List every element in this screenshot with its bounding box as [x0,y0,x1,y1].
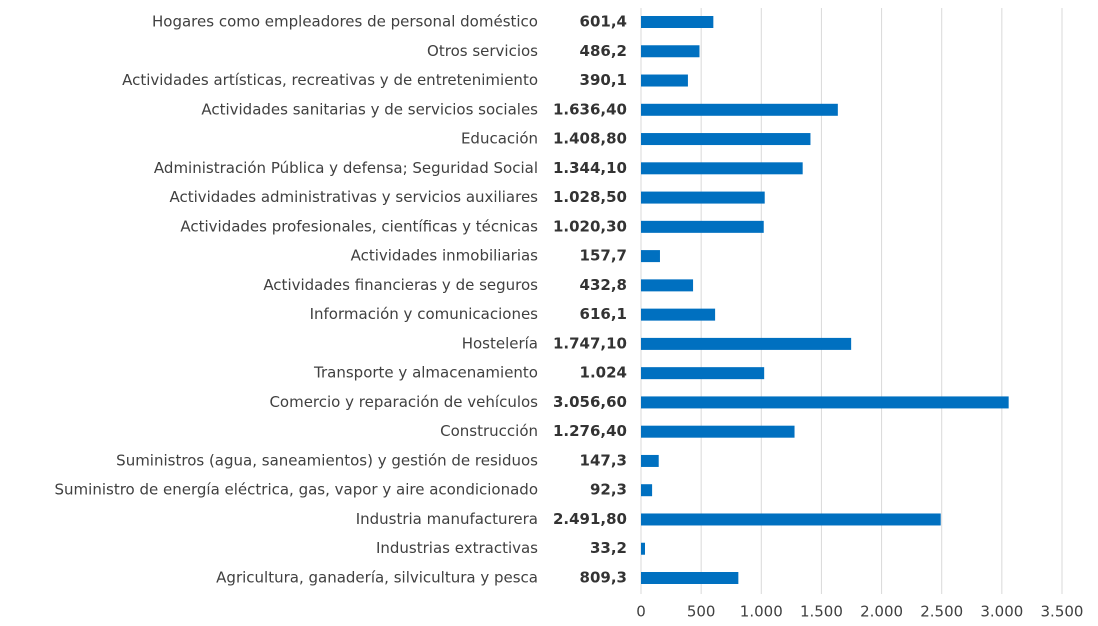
y-tick-label: Otros servicios [427,42,538,60]
x-tick-label: 2.500 [920,603,963,621]
data-label: 1.344,10 [553,159,627,177]
y-tick-label: Comercio y reparación de vehículos [269,393,538,411]
y-tick-label: Actividades artísticas, recreativas y de… [122,71,538,89]
y-tick-label: Suministro de energía eléctrica, gas, va… [55,481,538,499]
y-tick-label: Industria manufacturera [356,510,538,528]
bar [641,279,694,292]
bar [641,425,795,438]
y-tick-label: Actividades sanitarias y de servicios so… [201,100,538,118]
bar [641,337,852,350]
x-tick-label: 1.000 [740,603,783,621]
bar [641,74,688,87]
y-tick-label: Suministros (agua, saneamientos) y gesti… [116,451,538,469]
bar [641,250,660,263]
bar [641,308,716,321]
x-tick-label: 500 [687,603,716,621]
data-label: 33,2 [590,539,627,557]
data-label: 1.028,50 [553,188,627,206]
bar [641,162,803,175]
y-tick-label: Actividades inmobiliarias [351,247,539,265]
bar [641,133,811,146]
data-label: 3.056,60 [553,393,627,411]
bar [641,103,838,116]
y-tick-label: Hostelería [462,334,538,352]
bar [641,513,941,526]
y-tick-label: Actividades profesionales, científicas y… [180,217,538,235]
y-tick-label: Información y comunicaciones [310,305,539,323]
x-tick-label: 2.000 [860,603,903,621]
bar [641,572,739,584]
data-label: 147,3 [580,451,627,469]
data-label: 616,1 [580,305,627,323]
bar [641,484,653,497]
data-label: 432,8 [580,276,627,294]
data-label: 1.636,40 [553,100,627,118]
bar [641,396,1009,409]
y-tick-label: Construcción [440,422,538,440]
data-label: 157,7 [580,247,627,265]
x-tick-label: 3.000 [980,603,1023,621]
y-tick-label: Agricultura, ganadería, silvicultura y p… [216,569,538,587]
bar [641,45,700,58]
data-label: 1.408,80 [553,130,627,148]
data-label: 1.276,40 [553,422,627,440]
y-tick-label: Actividades financieras y de seguros [263,276,538,294]
bar [641,542,645,555]
data-label: 809,3 [580,569,627,587]
bar [641,220,764,233]
y-tick-label: Transporte y almacenamiento [313,364,538,382]
data-label: 2.491,80 [553,510,627,528]
x-tick-label: 0 [636,603,646,621]
y-tick-label: Educación [461,130,538,148]
bar [641,191,765,204]
bar [641,16,714,28]
data-label: 1.747,10 [553,334,627,352]
data-label: 92,3 [590,481,627,499]
y-tick-label: Actividades administrativas y servicios … [169,188,538,206]
x-tick-label: 3.500 [1041,603,1084,621]
y-tick-label: Hogares como empleadores de personal dom… [152,13,538,31]
y-tick-label: Industrias extractivas [376,539,538,557]
x-tick-label: 1.500 [800,603,843,621]
bar [641,454,659,467]
y-tick-label: Administración Pública y defensa; Seguri… [154,159,538,177]
data-label: 601,4 [580,13,627,31]
data-label: 390,1 [580,71,627,89]
bar [641,367,765,380]
data-label: 1.020,30 [553,217,627,235]
data-label: 1.024 [580,364,627,382]
data-label: 486,2 [580,42,627,60]
